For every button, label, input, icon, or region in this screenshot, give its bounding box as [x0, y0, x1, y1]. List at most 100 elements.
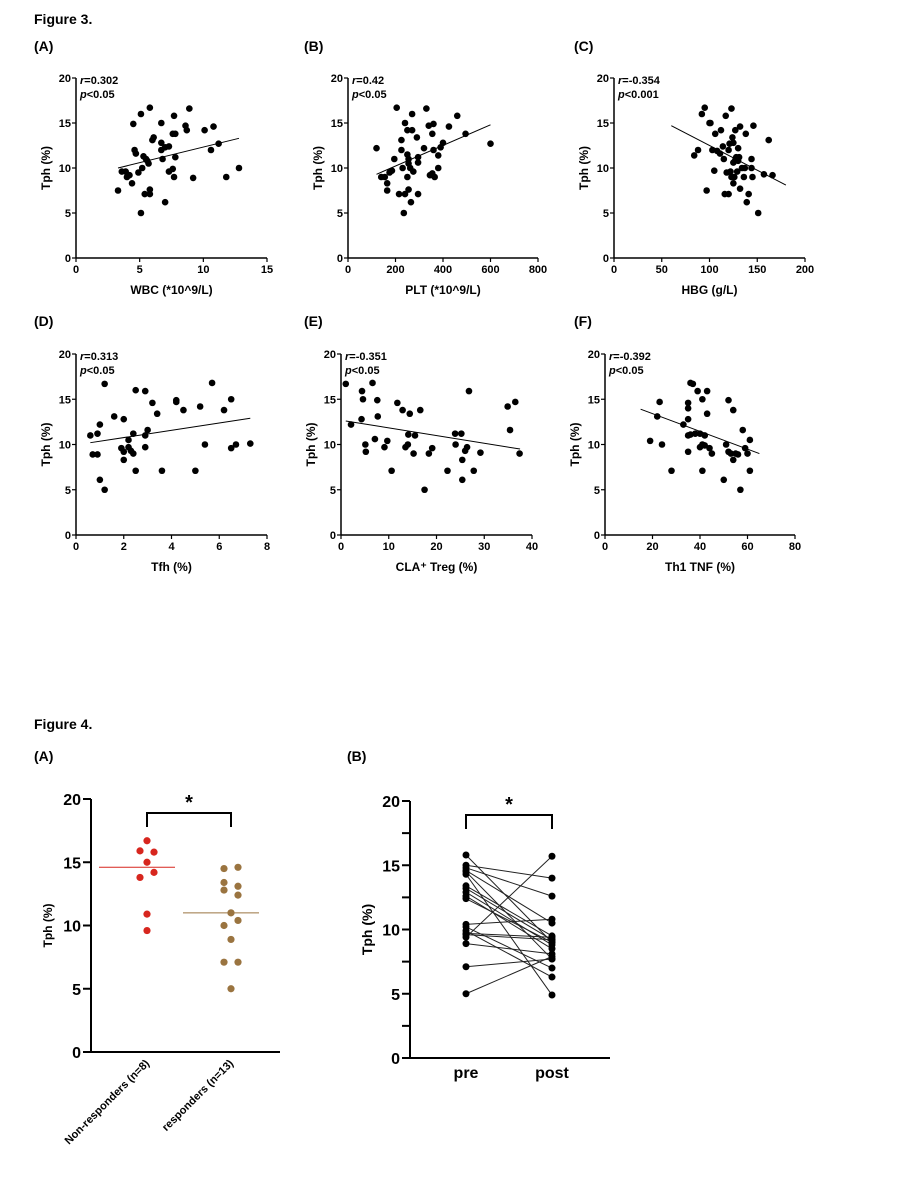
data-point	[146, 190, 154, 198]
y-axis-label: Tph (%)	[577, 146, 591, 190]
data-point	[748, 155, 755, 163]
data-point	[383, 187, 391, 194]
data-point	[407, 198, 415, 206]
data-point	[359, 395, 367, 403]
data-point	[388, 467, 395, 475]
data-point	[707, 119, 714, 127]
x-tick-label: 20	[430, 541, 442, 553]
data-point	[425, 450, 433, 457]
data-point	[381, 443, 388, 451]
data-point	[760, 171, 768, 178]
data-point	[393, 104, 400, 111]
data-point	[743, 198, 751, 206]
data-point	[750, 122, 757, 129]
data-point	[463, 443, 471, 451]
data-point	[362, 448, 370, 456]
p-value: p<0.05	[79, 89, 115, 101]
data-point	[135, 169, 142, 176]
data-point	[722, 441, 730, 448]
data-point	[388, 167, 396, 174]
x-tick-label: 0	[73, 541, 79, 553]
data-point	[158, 139, 165, 147]
post-point	[548, 936, 556, 944]
data-point	[408, 110, 416, 118]
y-tick-label: 20	[382, 794, 400, 811]
data-point	[487, 140, 494, 147]
data-point	[150, 134, 157, 141]
data-point	[754, 209, 762, 217]
y-tick-label: 0	[72, 1045, 81, 1062]
data-point	[729, 406, 737, 414]
pre-point	[462, 940, 470, 948]
data-point	[215, 140, 222, 147]
data-point	[646, 437, 654, 445]
p-value: p<0.05	[351, 89, 387, 101]
correlation-r: r=-0.351	[345, 351, 387, 363]
data-point	[120, 456, 128, 464]
data-point	[120, 415, 128, 423]
data-point	[451, 430, 459, 437]
data-point	[232, 441, 240, 448]
data-point	[170, 112, 178, 120]
significance-bracket	[146, 812, 232, 827]
data-point	[720, 155, 728, 163]
y-tick-label: 0	[594, 530, 600, 542]
x-category-label: pre	[454, 1065, 479, 1082]
data-point	[734, 451, 742, 458]
data-point	[373, 396, 381, 404]
post-point	[548, 945, 556, 953]
y-tick-label: 10	[331, 163, 343, 175]
data-point	[458, 456, 466, 464]
data-point	[765, 136, 773, 144]
x-tick-label: 0	[345, 264, 351, 276]
y-tick-label: 10	[588, 440, 600, 452]
data-point	[227, 444, 235, 452]
x-category-label: Non-responders (n=8)	[63, 1057, 153, 1147]
pre-point	[462, 851, 470, 859]
x-axis-label: Tfh (%)	[151, 560, 192, 574]
y-axis-label: Tph (%)	[39, 423, 53, 467]
data-point	[703, 387, 711, 395]
data-point	[220, 921, 228, 930]
fig3-panel-label-d: (D)	[34, 313, 54, 329]
data-point	[428, 444, 436, 452]
data-point	[699, 467, 706, 475]
data-point	[143, 926, 151, 935]
data-point	[703, 410, 711, 418]
data-point	[434, 164, 442, 172]
data-point	[128, 180, 136, 187]
data-point	[405, 431, 412, 438]
data-point	[656, 398, 663, 406]
data-point	[172, 398, 180, 406]
data-point	[186, 105, 193, 112]
data-point	[398, 136, 405, 144]
data-point	[136, 847, 144, 855]
data-point	[89, 451, 97, 458]
fig4-panel-a: 0 5 10 15 20 Tph (%) * Non-responders (n=8) resp…	[41, 792, 280, 1147]
data-point	[369, 379, 376, 387]
p-value: p<0.05	[79, 365, 115, 377]
y-axis-label: Tph (%)	[41, 904, 55, 948]
data-point	[207, 146, 215, 154]
y-axis-label: Tph (%)	[568, 423, 582, 467]
data-point	[189, 174, 197, 182]
data-point	[458, 476, 466, 484]
data-point	[132, 386, 139, 394]
x-tick-label: 0	[602, 541, 608, 553]
data-point	[414, 153, 422, 161]
data-point	[114, 187, 122, 194]
y-axis-label: Tph (%)	[359, 904, 375, 955]
data-point	[699, 395, 706, 403]
correlation-r: r=0.42	[352, 75, 384, 87]
data-point	[769, 171, 776, 179]
data-point	[725, 146, 732, 154]
data-point	[410, 450, 417, 457]
pre-point	[462, 933, 470, 941]
data-point	[143, 858, 151, 866]
x-tick-label: 15	[261, 264, 273, 276]
correlation-r: r=-0.392	[609, 351, 651, 363]
data-point	[234, 958, 242, 966]
data-point	[398, 146, 405, 154]
data-point	[716, 150, 724, 157]
